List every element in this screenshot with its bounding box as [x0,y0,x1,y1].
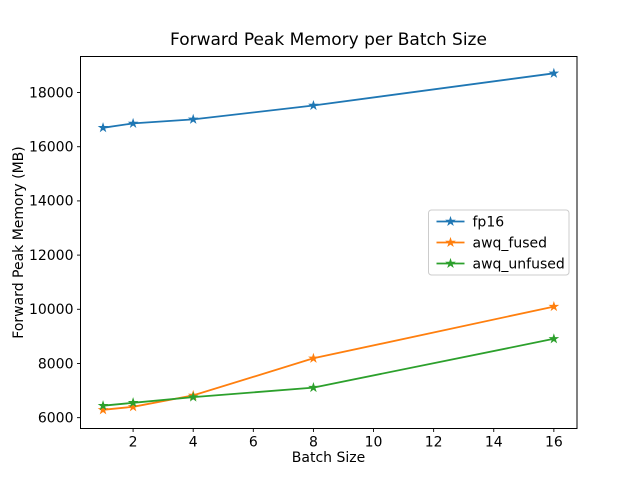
data-point-star-icon [187,113,199,124]
y-tick-label: 16000 [29,140,74,156]
y-axis-ticks: 6000 8000 10000 12000 14000 16000 18000 [29,85,81,426]
y-tick-label: 12000 [29,248,74,264]
legend-label-awq_unfused: awq_unfused [473,256,565,272]
data-point-star-icon [308,352,319,363]
series-layer [97,67,560,415]
data-point-star-icon [187,391,199,402]
x-tick-label: 2 [129,435,138,451]
y-axis-label: Forward Peak Memory (MB) [11,146,27,338]
x-tick-label: 14 [485,435,503,451]
x-tick-label: 6 [249,435,258,451]
x-tick-label: 16 [545,435,563,451]
data-point-star-icon [127,397,139,408]
x-axis-ticks: 2 4 6 8 10 12 14 16 [129,428,563,451]
data-point-star-icon [548,300,560,312]
y-tick-label: 6000 [38,410,74,426]
data-point-star-icon [97,404,109,415]
data-point-star-icon [127,401,139,412]
data-point-star-icon [548,333,560,344]
y-tick-label: 14000 [29,194,74,210]
chart-title: Forward Peak Memory per Batch Size [170,30,487,50]
x-tick-label: 10 [365,435,383,451]
legend-box [428,209,570,276]
data-point-star-icon [308,381,319,393]
x-tick-label: 8 [309,435,318,451]
x-tick-label: 4 [189,435,198,451]
y-tick-label: 8000 [38,356,74,372]
legend-label-awq_fused: awq_fused [473,235,548,251]
legend: fp16 awq_fused awq_unfused [428,209,570,276]
x-tick-label: 12 [425,435,443,451]
axes-spines [80,56,578,429]
legend-star-icon [445,215,456,227]
legend-star-icon [445,236,456,248]
data-point-star-icon [548,67,560,78]
data-point-star-icon [308,99,319,111]
data-point-star-icon [127,117,139,128]
y-tick-label: 18000 [29,85,74,101]
legend-label-fp16: fp16 [473,214,505,230]
data-point-star-icon [97,400,109,411]
data-point-star-icon [97,122,109,133]
legend-star-icon [445,257,456,269]
x-axis-label: Batch Size [292,450,365,466]
y-tick-label: 10000 [29,302,74,318]
